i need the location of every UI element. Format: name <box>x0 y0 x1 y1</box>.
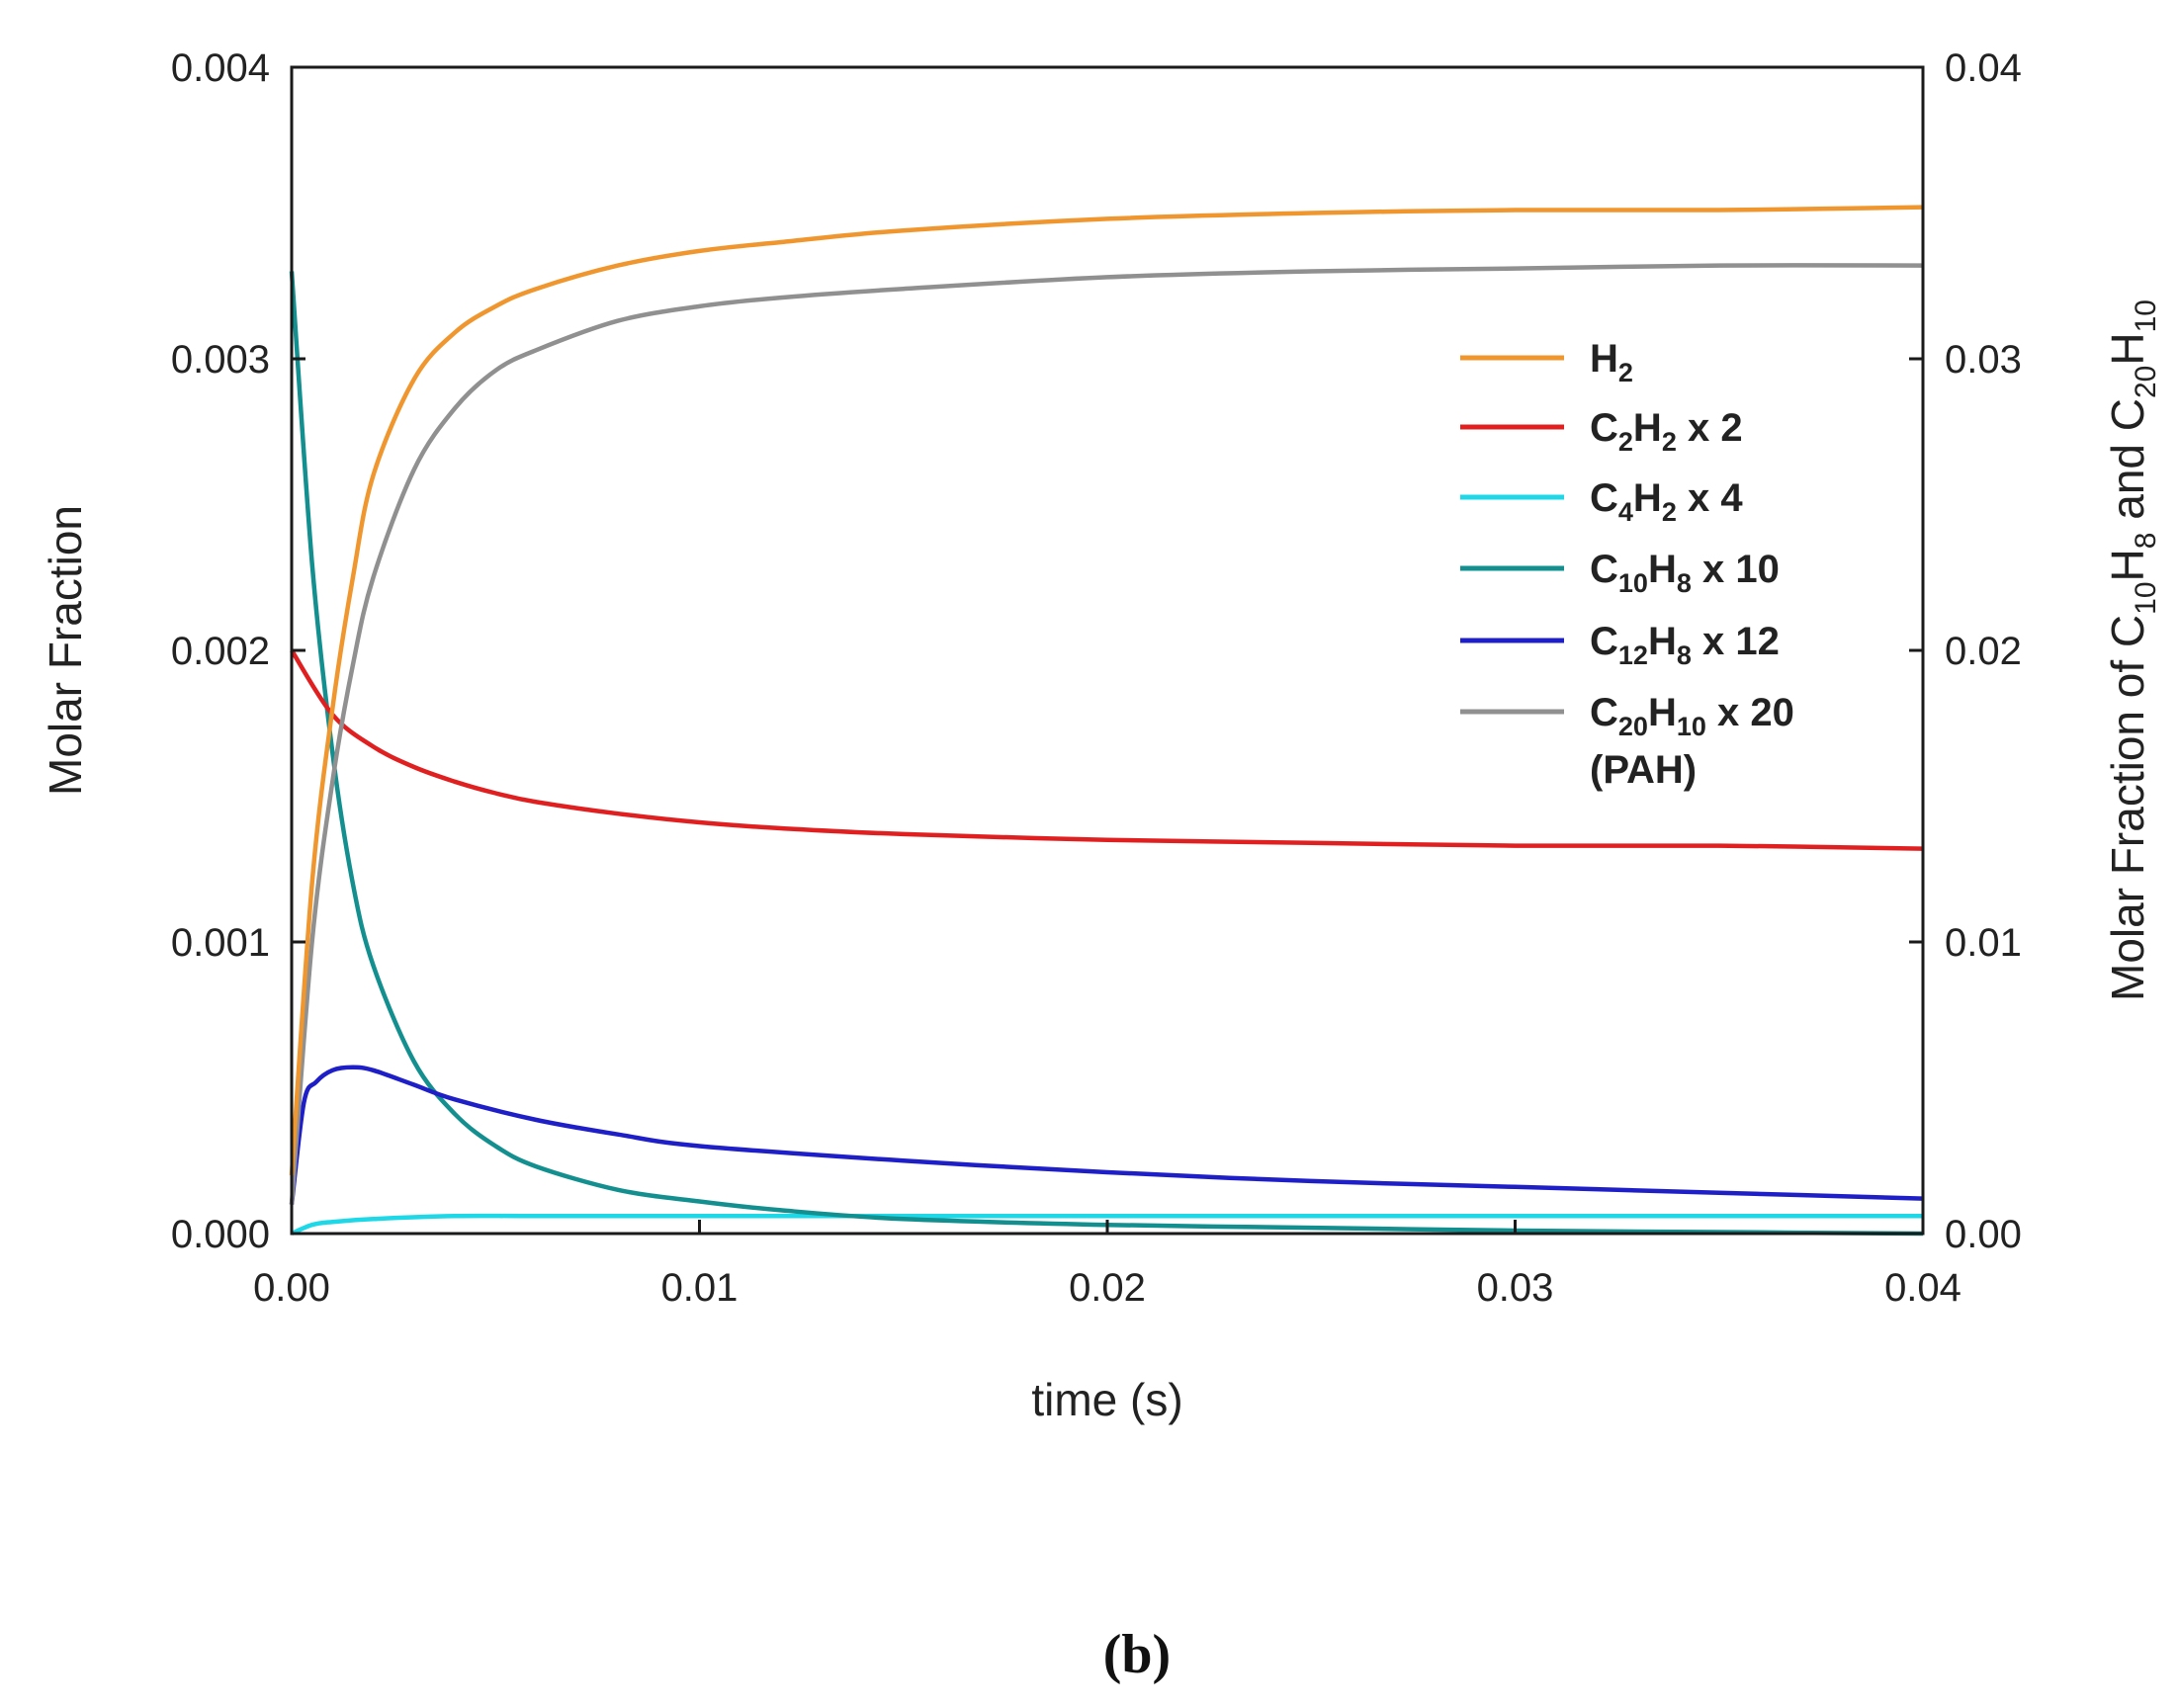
y-right-title-part: H <box>2102 549 2153 581</box>
legend-label: C20H10 x 20 <box>1590 691 1794 741</box>
series-line-c10h8 <box>289 271 1924 1237</box>
y-right-title-sub: 10 <box>2130 581 2162 614</box>
legend-item-c12h8: C12H8 x 12 <box>1460 620 1780 670</box>
x-tick-label: 0.02 <box>1069 1266 1146 1310</box>
series-line-h2 <box>289 205 1924 1176</box>
series-line-c12h8 <box>289 1065 1924 1205</box>
y-right-title-part: H <box>2102 332 2153 365</box>
y-right-title-sub: 10 <box>2130 299 2162 332</box>
panel-label: (b) <box>1103 1624 1171 1685</box>
y-right-title-sub: 20 <box>2130 366 2162 398</box>
series-line-c4h2 <box>291 1213 1923 1237</box>
legend-item-c20h10: C20H10 x 20 (PAH) <box>1460 691 1794 792</box>
y-right-title-sub: 8 <box>2130 533 2162 550</box>
y-tick-label-left: 0.000 <box>171 1213 270 1256</box>
legend-item-c10h8: C10H8 x 10 <box>1460 548 1780 598</box>
series-line-c20h10 <box>289 263 1924 1205</box>
legend-label: C4H2 x 4 <box>1590 476 1743 527</box>
x-tick-label: 0.00 <box>253 1266 330 1310</box>
legend-label: C2H2 x 2 <box>1590 406 1743 457</box>
y-tick-label-right: 0.00 <box>1945 1213 2022 1256</box>
y-tick-label-right: 0.03 <box>1945 338 2022 382</box>
legend-item-c2h2: C2H2 x 2 <box>1460 406 1743 457</box>
x-tick-label: 0.01 <box>661 1266 739 1310</box>
y-tick-label-left: 0.001 <box>171 921 270 965</box>
x-tick-label: 0.04 <box>1884 1266 1961 1310</box>
legend-label-line2: (PAH) <box>1590 748 1697 792</box>
series-line-c2h2 <box>290 648 1924 851</box>
series-layer <box>289 205 1924 1237</box>
legend-item-c4h2: C4H2 x 4 <box>1460 476 1743 527</box>
y-right-title-part: and C <box>2102 398 2153 533</box>
legend-label: H2 <box>1590 337 1633 387</box>
y-axis-title-right: Molar Fraction of C10H8 and C20H10 <box>2102 299 2162 1001</box>
legend-item-h2: H2 <box>1460 337 1633 387</box>
y-tick-label-left: 0.004 <box>171 46 270 90</box>
legend: H2 C2H2 x 2 C4H2 x 4 C10H8 x 10 C12H8 x 12 C2… <box>1460 337 1794 792</box>
legend-label: C12H8 x 12 <box>1590 620 1780 670</box>
y-axis-title-left: Molar Fraction <box>40 505 91 796</box>
legend-label: C10H8 x 10 <box>1590 548 1780 598</box>
y-tick-label-right: 0.04 <box>1945 46 2022 90</box>
ticks-layer: 0.00 0.01 0.02 0.03 0.04 0.000 0.001 0.002 0.003… <box>171 46 2022 1310</box>
y-tick-label-left: 0.002 <box>171 630 270 673</box>
y-tick-label-left: 0.003 <box>171 338 270 382</box>
y-tick-label-right: 0.02 <box>1945 630 2022 673</box>
y-tick-label-right: 0.01 <box>1945 921 2022 965</box>
y-right-title-part: Molar Fraction of C <box>2102 615 2153 1001</box>
x-axis-title: time (s) <box>1031 1374 1182 1425</box>
x-tick-label: 0.03 <box>1477 1266 1554 1310</box>
